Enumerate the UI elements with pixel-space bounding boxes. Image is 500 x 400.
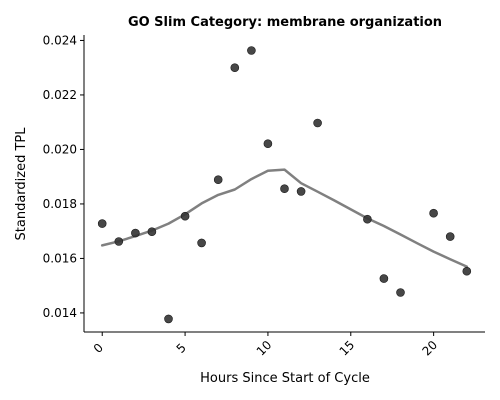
y-tick-label: 0.024 (43, 33, 77, 47)
x-tick-label: 5 (174, 341, 189, 356)
data-point (114, 237, 124, 246)
data-point (180, 211, 190, 221)
data-point (445, 232, 455, 241)
y-tick-label: 0.018 (43, 197, 77, 211)
x-tick-label: 10 (254, 338, 275, 359)
data-point (280, 184, 289, 193)
data-point (147, 227, 157, 236)
x-tick-label: 15 (337, 338, 358, 359)
data-point (396, 288, 405, 297)
data-point (313, 118, 322, 128)
data-point (379, 274, 389, 283)
y-tick-label: 0.016 (43, 251, 77, 265)
x-axis-label: Hours Since Start of Cycle (200, 371, 370, 386)
x-tick-label: 20 (419, 338, 440, 359)
data-point (247, 46, 256, 55)
y-tick-label: 0.020 (43, 142, 77, 156)
data-point (164, 314, 173, 324)
y-axis-label: Standardized TPL (14, 127, 29, 241)
data-point (296, 187, 306, 196)
data-point (462, 266, 472, 276)
y-ticks: 0.014 0.016 0.018 0.020 0.022 0.024 (43, 33, 84, 320)
data-point (263, 139, 273, 148)
data-point (213, 175, 223, 184)
data-point (429, 208, 438, 218)
x-ticks: 0 5 10 15 20 (91, 332, 440, 359)
x-tick-label: 0 (91, 341, 106, 356)
data-point (97, 219, 107, 228)
data-point (131, 228, 140, 238)
data-point (230, 63, 240, 72)
y-tick-label: 0.022 (43, 88, 77, 102)
y-tick-label: 0.014 (43, 306, 77, 320)
data-point (363, 214, 372, 224)
chart-title: GO Slim Category: membrane organization (128, 15, 442, 30)
trend-line (100, 168, 469, 268)
plot-area (97, 46, 472, 324)
data-point (197, 238, 206, 248)
trend-layer (100, 168, 469, 268)
points-layer (97, 46, 472, 324)
